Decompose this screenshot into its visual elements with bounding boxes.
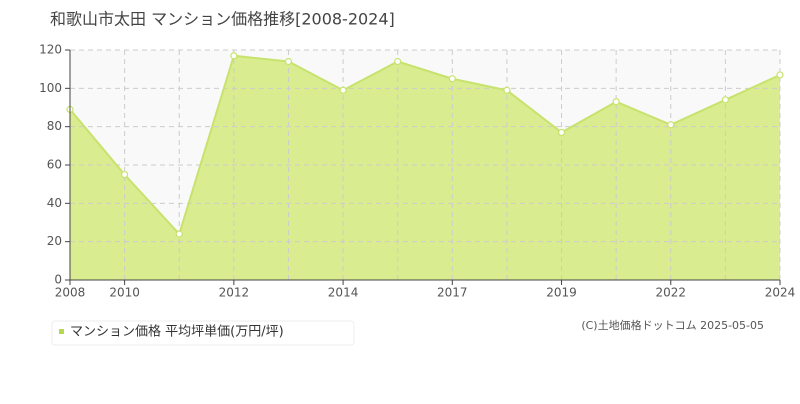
legend-label: マンション価格 平均坪単価(万円/坪) xyxy=(70,324,284,340)
legend-swatch xyxy=(59,329,64,334)
point xyxy=(230,52,238,60)
area xyxy=(70,55,780,280)
point xyxy=(121,170,129,179)
x-tick-label: 2014 xyxy=(328,286,359,300)
point xyxy=(612,98,620,106)
x-tick-label: 2019 xyxy=(546,286,577,300)
y-tick-label: 40 xyxy=(47,196,62,210)
point xyxy=(448,75,456,83)
x-tick-label: 2017 xyxy=(437,286,468,300)
y-tick-label: 120 xyxy=(39,43,62,57)
y-tick-label: 60 xyxy=(47,158,62,172)
x-tick-label: 2022 xyxy=(655,286,686,300)
point xyxy=(339,86,347,94)
y-tick-label: 100 xyxy=(39,81,62,95)
x-tick-label: 2024 xyxy=(765,286,796,300)
point xyxy=(503,86,511,94)
point xyxy=(667,121,675,129)
source: (C)土地価格ドットコム 2025-05-05 xyxy=(581,318,764,332)
y-tick-label: 0 xyxy=(54,273,62,287)
x-tick-label: 2008 xyxy=(55,286,86,300)
x-tick-label: 2010 xyxy=(109,286,140,300)
point xyxy=(557,128,566,137)
y-tick-label: 80 xyxy=(47,119,62,133)
x-tick-label: 2012 xyxy=(219,286,250,300)
point xyxy=(394,57,402,66)
point xyxy=(776,71,784,79)
y-tick-label: 20 xyxy=(47,234,62,248)
point xyxy=(284,57,293,66)
point xyxy=(721,96,729,104)
legend-box xyxy=(51,320,355,346)
line xyxy=(69,54,781,236)
chart-title: 和歌山市太田 マンション価格推移[2008-2024] xyxy=(50,10,395,29)
point xyxy=(175,230,183,238)
